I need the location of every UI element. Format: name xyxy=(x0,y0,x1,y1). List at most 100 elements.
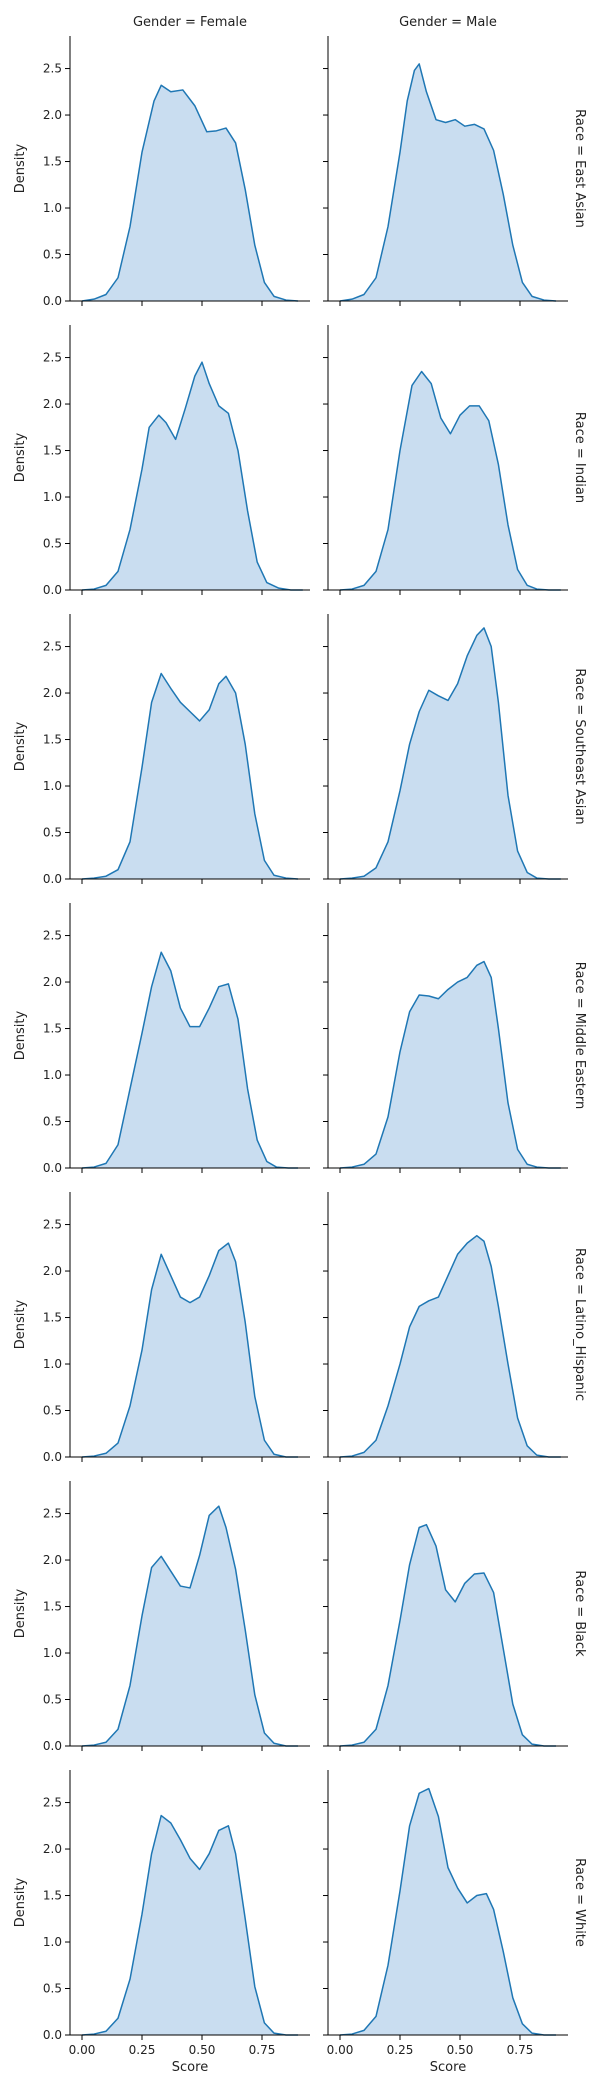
kde-line xyxy=(81,361,303,591)
y-tick-label: 0.0 xyxy=(43,2028,62,2042)
y-tick-label: 1.5 xyxy=(43,155,62,169)
y-tick-label: 0.5 xyxy=(43,1693,62,1707)
y-tick-label: 0.5 xyxy=(43,826,62,840)
kde-line xyxy=(339,627,561,880)
panel-r6-c0: 0.0 0.5 1.0 1.5 2.0 2.5 0.00 0.25 0.50 0.75 Densit… xyxy=(13,1770,310,2075)
kde-area xyxy=(82,1243,298,1457)
panel-r6-c1: 0.00 0.25 0.50 0.75 Score xyxy=(323,1770,568,2075)
kde-line xyxy=(339,960,561,1169)
panel-r5-c1 xyxy=(323,1481,568,1751)
kde-line xyxy=(339,63,557,302)
x-tick-label: 0.75 xyxy=(249,2043,276,2057)
kde-area xyxy=(340,63,556,301)
row-title-4: Race = Latino_Hispanic xyxy=(572,1248,587,1401)
kde-area xyxy=(340,371,561,590)
y-tick-label: 1.5 xyxy=(43,733,62,747)
x-tick-label: 0.50 xyxy=(189,2043,216,2057)
y-tick-label: 2.0 xyxy=(43,975,62,989)
y-axis-label: Density xyxy=(13,1010,28,1060)
x-tick-label: 0.00 xyxy=(327,2043,354,2057)
kde-line xyxy=(339,370,561,591)
y-tick-label: 1.5 xyxy=(43,1600,62,1614)
kde-area xyxy=(82,952,298,1168)
y-tick-label: 1.0 xyxy=(43,1357,62,1371)
y-tick-label: 0.0 xyxy=(43,872,62,886)
panel-r4-c1 xyxy=(323,1192,568,1462)
y-tick-label: 2.5 xyxy=(43,1507,62,1521)
y-tick-label: 2.5 xyxy=(43,351,62,365)
y-axis-label: Density xyxy=(13,143,28,193)
panel-r3-c1 xyxy=(323,903,568,1173)
panel-r3-c0: 0.0 0.5 1.0 1.5 2.0 2.5 Density xyxy=(13,903,310,1175)
y-tick-label: 1.0 xyxy=(43,779,62,793)
y-axis-label: Density xyxy=(13,1877,28,1927)
kde-area xyxy=(82,362,303,590)
y-tick-label: 2.5 xyxy=(43,929,62,943)
kde-area xyxy=(82,85,298,301)
y-tick-label: 0.5 xyxy=(43,1982,62,1996)
kde-line xyxy=(339,1234,561,1458)
panel-r1-c1 xyxy=(323,325,568,595)
column-title-1: Gender = Male xyxy=(399,15,497,30)
y-tick-label: 1.0 xyxy=(43,1068,62,1082)
y-tick-label: 0.5 xyxy=(43,1115,62,1129)
y-tick-label: 2.5 xyxy=(43,640,62,654)
kde-line xyxy=(81,1814,298,2036)
panel-r0-c1 xyxy=(323,36,568,306)
kde-line xyxy=(81,951,298,1169)
kde-area xyxy=(82,673,298,879)
y-tick-label: 1.0 xyxy=(43,201,62,215)
kde-line xyxy=(81,84,299,302)
y-tick-label: 2.0 xyxy=(43,1842,62,1856)
y-tick-label: 2.5 xyxy=(43,1218,62,1232)
kde-area xyxy=(340,961,561,1168)
y-tick-label: 1.0 xyxy=(43,1935,62,1949)
panel-r2-c1 xyxy=(323,614,568,884)
x-axis-label: Score xyxy=(430,2060,466,2075)
y-tick-label: 1.5 xyxy=(43,1889,62,1903)
y-axis-label: Density xyxy=(13,1588,28,1638)
x-tick-label: 0.75 xyxy=(507,2043,534,2057)
y-tick-label: 1.0 xyxy=(43,1646,62,1660)
panel-r5-c0: 0.0 0.5 1.0 1.5 2.0 2.5 Density xyxy=(13,1481,310,1753)
y-tick-label: 1.5 xyxy=(43,1022,62,1036)
y-tick-label: 1.5 xyxy=(43,444,62,458)
panel-r1-c0: 0.0 0.5 1.0 1.5 2.0 2.5 Density xyxy=(13,325,310,597)
kde-area xyxy=(340,1524,556,1746)
y-tick-label: 2.0 xyxy=(43,1264,62,1278)
y-tick-label: 1.5 xyxy=(43,1311,62,1325)
y-tick-label: 1.0 xyxy=(43,490,62,504)
y-tick-label: 0.5 xyxy=(43,1404,62,1418)
panel-r2-c0: 0.0 0.5 1.0 1.5 2.0 2.5 Density xyxy=(13,614,310,886)
y-axis-label: Density xyxy=(13,721,28,771)
y-tick-label: 0.0 xyxy=(43,1161,62,1175)
y-tick-label: 0.0 xyxy=(43,1739,62,1753)
y-tick-label: 2.0 xyxy=(43,108,62,122)
y-tick-label: 0.0 xyxy=(43,583,62,597)
y-tick-label: 2.0 xyxy=(43,686,62,700)
kde-area xyxy=(340,1235,561,1457)
y-tick-label: 2.5 xyxy=(43,1796,62,1810)
y-axis-label: Density xyxy=(13,432,28,482)
panel-r0-c0: 0.0 0.5 1.0 1.5 2.0 2.5 Density xyxy=(13,36,310,308)
kde-line xyxy=(339,1787,556,2036)
y-tick-label: 0.5 xyxy=(43,248,62,262)
row-title-5: Race = Black xyxy=(572,1570,587,1657)
kde-line xyxy=(339,1523,556,1747)
x-tick-label: 0.50 xyxy=(447,2043,474,2057)
x-tick-label: 0.25 xyxy=(129,2043,156,2057)
row-title-1: Race = Indian xyxy=(572,412,587,503)
y-axis-label: Density xyxy=(13,1299,28,1349)
y-tick-label: 0.0 xyxy=(43,294,62,308)
kde-line xyxy=(81,672,299,880)
row-title-3: Race = Middle Eastern xyxy=(572,962,587,1110)
column-title-0: Gender = Female xyxy=(133,15,247,30)
kde-line xyxy=(81,1505,298,1747)
row-title-0: Race = East Asian xyxy=(572,109,587,228)
row-title-6: Race = White xyxy=(572,1858,587,1947)
kde-area xyxy=(82,1815,298,2035)
panel-r4-c0: 0.0 0.5 1.0 1.5 2.0 2.5 Density xyxy=(13,1192,310,1464)
y-tick-label: 2.0 xyxy=(43,1553,62,1567)
y-tick-label: 2.5 xyxy=(43,62,62,76)
x-axis-label: Score xyxy=(172,2060,208,2075)
